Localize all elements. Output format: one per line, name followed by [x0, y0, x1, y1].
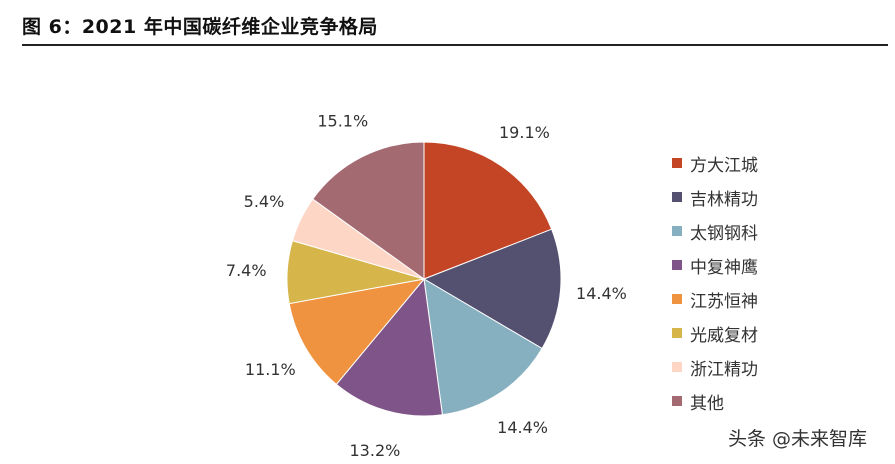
pie-slice-1 [423, 141, 553, 280]
legend-swatch [672, 158, 682, 168]
title-underline [22, 44, 888, 46]
legend-swatch [672, 192, 682, 202]
legend-swatch [672, 328, 682, 338]
legend-item: 浙江精功 [672, 350, 758, 384]
legend-label: 中复神鹰 [690, 257, 758, 278]
data-label-5: 11.1% [245, 360, 296, 379]
legend-label: 江苏恒神 [690, 291, 758, 312]
legend-item: 江苏恒神 [672, 282, 758, 316]
legend-item: 其他 [672, 384, 758, 418]
legend-label: 光威复材 [690, 325, 758, 346]
legend-swatch [672, 226, 682, 236]
pie-slice-2 [422, 228, 562, 350]
data-label-6: 7.4% [226, 261, 267, 280]
legend-label: 吉林精功 [690, 189, 758, 210]
data-label-8: 15.1% [317, 112, 368, 131]
legend-label: 其他 [690, 393, 724, 414]
legend-label: 浙江精功 [690, 359, 758, 380]
legend-swatch [672, 362, 682, 372]
pie-slice-4 [335, 277, 443, 417]
legend-swatch [672, 260, 682, 270]
legend-item: 方大江城 [672, 146, 758, 180]
legend-item: 光威复材 [672, 316, 758, 350]
data-label-4: 13.2% [350, 441, 401, 460]
legend-item: 太钢钢科 [672, 214, 758, 248]
legend: 方大江城吉林精功太钢钢科中复神鹰江苏恒神光威复材浙江精功其他 [672, 146, 758, 418]
data-label-2: 14.4% [576, 284, 627, 303]
pie-slice-3 [423, 278, 543, 416]
pie-slice-8 [312, 141, 425, 280]
legend-label: 太钢钢科 [690, 223, 758, 244]
pie-slice-5 [288, 278, 426, 386]
legend-label: 方大江城 [690, 155, 758, 176]
legend-swatch [672, 294, 682, 304]
watermark: 头条 @未来智库 [727, 428, 867, 450]
legend-item: 中复神鹰 [672, 248, 758, 282]
legend-swatch [672, 396, 682, 406]
data-label-3: 14.4% [497, 418, 548, 437]
data-label-1: 19.1% [499, 123, 550, 142]
legend-item: 吉林精功 [672, 180, 758, 214]
data-label-7: 5.4% [244, 192, 285, 211]
chart-title: 图 6：2021 年中国碳纤维企业竞争格局 [22, 16, 378, 38]
